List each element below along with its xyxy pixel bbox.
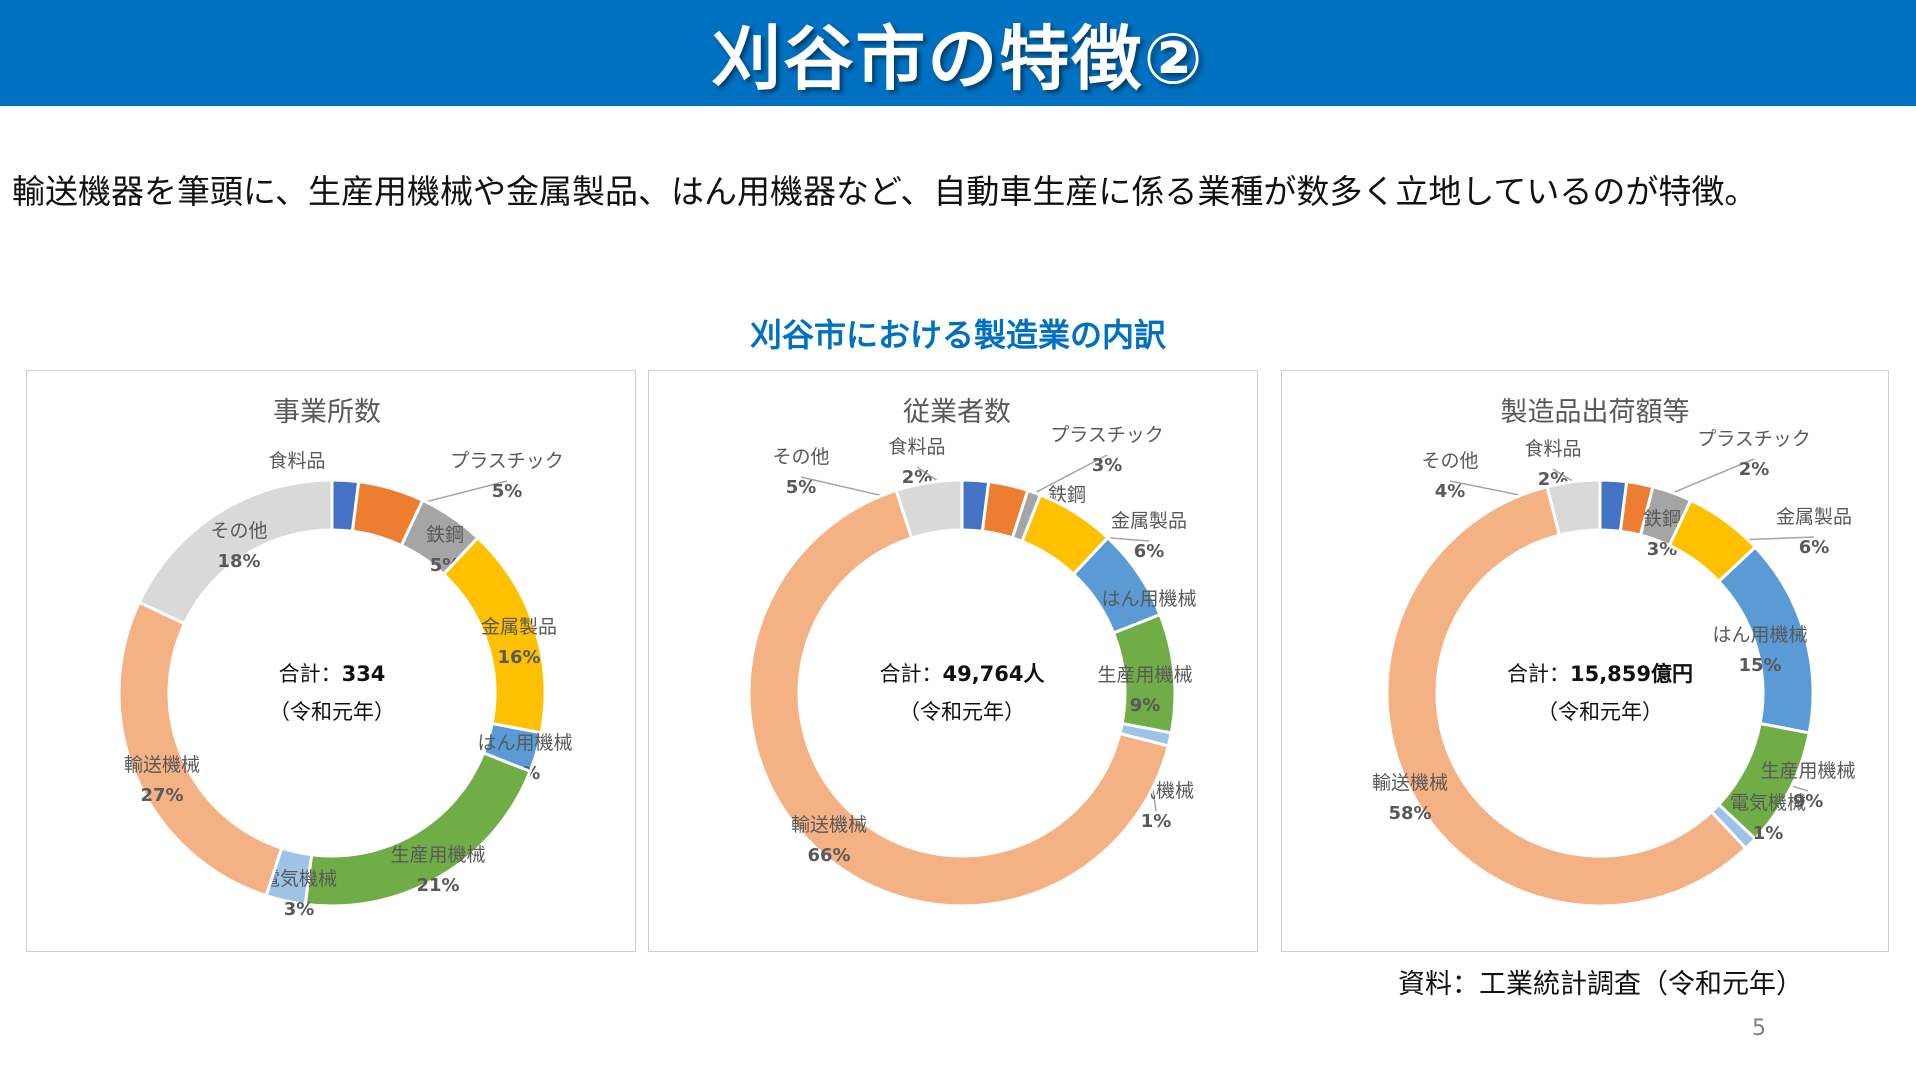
slice-value-label: 58% (1388, 803, 1431, 824)
donut-chart-employees: 従業者数食料品2%プラスチック3%鉄鋼1%金属製品6%はん用機械7%生産用機械9… (747, 397, 1197, 908)
slice-label: 輸送機械 (791, 814, 867, 836)
slice-value-label: 18% (217, 551, 260, 572)
title-bar: 刈谷市の特徴② (0, 0, 1916, 106)
slice-value-label: 1% (1141, 811, 1172, 832)
slice-value-label: 9% (1793, 791, 1824, 812)
center-total: 合計：334 (279, 662, 386, 686)
slice-label: はん用機械 (1712, 624, 1807, 646)
donut-slice (137, 478, 334, 626)
chart-title: 事業所数 (273, 397, 381, 428)
slice-value-label: 4% (1435, 481, 1466, 502)
center-year: （令和元年） (899, 700, 1025, 724)
slice-label: 金属製品 (1776, 506, 1852, 528)
chart-panel-establishments: 事業所数食料品2%プラスチック5%鉄鋼5%金属製品16%はん用機械3%生産用機械… (26, 370, 636, 952)
slice-label: 鉄鋼 (1048, 484, 1086, 506)
slice-value-label: 6% (1799, 537, 1830, 558)
donut-slice (117, 600, 284, 898)
slice-label: 輸送機械 (1372, 772, 1448, 794)
page-title: 刈谷市の特徴② (711, 17, 1205, 100)
slice-label: プラスチック (1697, 428, 1811, 450)
slice-value-label: 66% (807, 845, 850, 866)
slice-label: 食料品 (268, 450, 325, 472)
center-total: 合計：15,859億円 (1507, 662, 1693, 686)
slice-label: 生産用機械 (390, 844, 485, 866)
donut-slice (894, 478, 964, 540)
chart-panel-shipments: 製造品出荷額等 食料品 2% プラスチック 2% 鉄鋼 3% 金属製品 6% はん用機械 15% 生産… (1281, 370, 1889, 952)
source-note: 資料：工業統計調査（令和元年） (1398, 969, 1803, 1000)
donut-chart-shipments: 製造品出荷額等食料品2%プラスチック2%鉄鋼3%金属製品6%はん用機械15%生産… (1372, 397, 1856, 908)
donut-chart-establishments: 事業所数食料品2%プラスチック5%鉄鋼5%金属製品16%はん用機械3%生産用機械… (117, 397, 573, 920)
slice-value-label: 21% (416, 875, 459, 896)
slice-label: プラスチック (450, 450, 564, 472)
center-total: 合計：49,764人 (879, 662, 1044, 686)
slice-value-label: 3% (1092, 455, 1123, 476)
slice-label: 生産用機械 (1760, 760, 1855, 782)
slice-label: 金属製品 (1111, 510, 1187, 532)
page-number: 5 (1752, 1016, 1766, 1041)
slice-value-label: 6% (1134, 541, 1165, 562)
center-year: （令和元年） (1537, 700, 1663, 724)
slice-label: 生産用機械 (1097, 664, 1192, 686)
slice-value-label: 5% (492, 481, 523, 502)
slice-value-label: 15% (1738, 655, 1781, 676)
slice-label: はん用機械 (1101, 588, 1196, 610)
slice-label: その他 (1421, 450, 1478, 472)
slice-value-label: 9% (1130, 695, 1161, 716)
center-year: （令和元年） (269, 700, 395, 724)
chart-title: 従業者数 (903, 397, 1011, 428)
chart-section-title: 刈谷市における製造業の内訳 (749, 316, 1166, 354)
slice-label: 鉄鋼 (426, 524, 464, 546)
slice-value-label: 2% (1739, 459, 1770, 480)
summary-text: 輸送機器を筆頭に、生産用機械や金属製品、はん用機器など、自動車生産に係る業種が数… (12, 172, 1758, 211)
slice-label: 電気機械 (261, 868, 337, 890)
slice-label: 輸送機械 (124, 754, 200, 776)
chart-panel-employees: 従業者数食料品2%プラスチック3%鉄鋼1%金属製品6%はん用機械7%生産用機械9… (648, 370, 1258, 952)
slice-value-label: 16% (497, 647, 540, 668)
slice-label: その他 (772, 446, 829, 468)
slice-label: 電気機械 (1730, 792, 1806, 814)
slice-value-label: 27% (140, 785, 183, 806)
slice-label: その他 (210, 520, 267, 542)
slice-label: 金属製品 (481, 616, 557, 638)
slice-label: プラスチック (1050, 424, 1164, 446)
donut-slice (747, 488, 1171, 908)
slice-value-label: 3% (284, 899, 315, 920)
donut-slice (1545, 478, 1602, 537)
slice-label: 鉄鋼 (1643, 508, 1681, 530)
slice-label: 食料品 (888, 436, 945, 458)
slice-value-label: 5% (786, 477, 817, 498)
slice-label: はん用機械 (477, 732, 572, 754)
slice-value-label: 1% (1753, 823, 1784, 844)
slice-label: 食料品 (1524, 438, 1581, 460)
chart-title: 製造品出荷額等 (1501, 397, 1690, 428)
donut-slice (1385, 484, 1748, 908)
